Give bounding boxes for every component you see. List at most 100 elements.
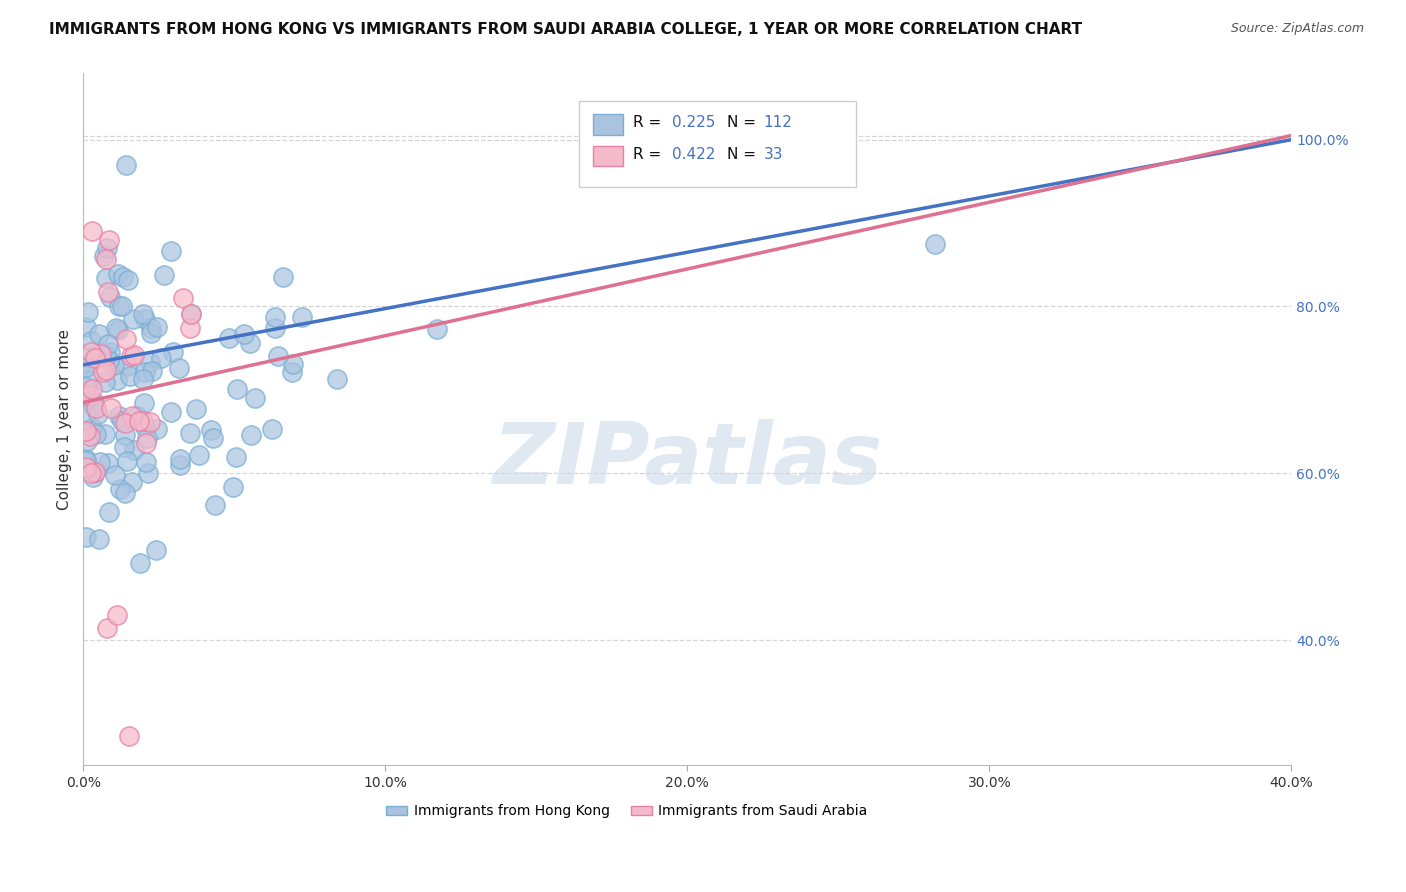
- Point: [117, 273, 139, 287]
- Point: [149, 351, 172, 366]
- Text: 33: 33: [763, 147, 783, 162]
- Point: [180, 307, 202, 321]
- Point: [112, 270, 135, 285]
- Point: [104, 321, 127, 335]
- Point: [103, 359, 125, 373]
- Point: [132, 371, 155, 385]
- Point: [82, 470, 104, 484]
- Point: [162, 344, 184, 359]
- Point: [112, 440, 135, 454]
- Bar: [593, 114, 623, 135]
- Text: N =: N =: [727, 115, 761, 130]
- Point: [89, 454, 111, 468]
- Point: [97, 337, 120, 351]
- Point: [201, 432, 224, 446]
- Point: [267, 349, 290, 363]
- Point: [139, 415, 162, 429]
- Point: [135, 436, 157, 450]
- Text: Source: ZipAtlas.com: Source: ZipAtlas.com: [1230, 22, 1364, 36]
- Point: [128, 556, 150, 570]
- Point: [120, 368, 142, 383]
- Point: [107, 323, 129, 337]
- Point: [114, 416, 136, 430]
- Point: [121, 475, 143, 489]
- Y-axis label: College, 1 year or more: College, 1 year or more: [58, 328, 72, 509]
- Point: [141, 320, 163, 334]
- Point: [160, 405, 183, 419]
- Point: [120, 349, 142, 363]
- Point: [146, 422, 169, 436]
- Point: [243, 391, 266, 405]
- Point: [139, 326, 162, 340]
- Point: [114, 158, 136, 172]
- Point: [105, 608, 128, 623]
- Point: [108, 482, 131, 496]
- Point: [122, 442, 145, 457]
- Point: [153, 268, 176, 283]
- Point: [281, 357, 304, 371]
- Point: [104, 467, 127, 482]
- Text: ZIPatlas: ZIPatlas: [492, 419, 883, 502]
- Point: [94, 363, 117, 377]
- Point: [924, 236, 946, 251]
- Point: [111, 414, 134, 428]
- Point: [172, 291, 194, 305]
- Point: [233, 327, 256, 342]
- Point: [136, 431, 159, 445]
- Legend: Immigrants from Hong Kong, Immigrants from Saudi Arabia: Immigrants from Hong Kong, Immigrants fr…: [381, 799, 873, 824]
- Point: [240, 428, 263, 442]
- Point: [138, 466, 160, 480]
- Point: [97, 285, 120, 300]
- Point: [96, 621, 118, 635]
- Point: [225, 450, 247, 464]
- Point: [94, 252, 117, 267]
- Point: [77, 461, 100, 475]
- Point: [105, 373, 128, 387]
- Point: [75, 357, 97, 371]
- Point: [79, 429, 101, 443]
- Point: [141, 364, 163, 378]
- Point: [134, 312, 156, 326]
- Point: [132, 396, 155, 410]
- Point: [80, 382, 103, 396]
- Point: [111, 299, 134, 313]
- Point: [121, 409, 143, 424]
- Point: [264, 310, 287, 324]
- Point: [169, 452, 191, 467]
- Text: 0.422: 0.422: [672, 147, 716, 162]
- Point: [134, 420, 156, 434]
- Text: R =: R =: [633, 147, 666, 162]
- Point: [114, 486, 136, 500]
- Point: [75, 388, 97, 402]
- Point: [83, 394, 105, 409]
- Point: [260, 422, 283, 436]
- Point: [75, 380, 97, 394]
- Point: [125, 409, 148, 424]
- Point: [179, 321, 201, 335]
- Point: [97, 505, 120, 519]
- Point: [169, 458, 191, 473]
- Point: [84, 351, 107, 366]
- Point: [98, 233, 121, 247]
- Text: 0.225: 0.225: [672, 115, 716, 130]
- Bar: [593, 145, 623, 167]
- Point: [82, 224, 104, 238]
- Point: [291, 310, 314, 324]
- Point: [264, 321, 287, 335]
- Point: [96, 241, 118, 255]
- Point: [132, 307, 155, 321]
- Point: [139, 355, 162, 369]
- Point: [121, 312, 143, 326]
- Point: [82, 399, 104, 413]
- Text: N =: N =: [727, 147, 761, 162]
- Point: [239, 335, 262, 350]
- Point: [75, 451, 97, 466]
- Point: [76, 434, 98, 448]
- Point: [326, 372, 349, 386]
- Point: [87, 532, 110, 546]
- Point: [200, 424, 222, 438]
- Point: [128, 414, 150, 428]
- Point: [426, 322, 449, 336]
- FancyBboxPatch shape: [579, 101, 856, 187]
- Point: [108, 299, 131, 313]
